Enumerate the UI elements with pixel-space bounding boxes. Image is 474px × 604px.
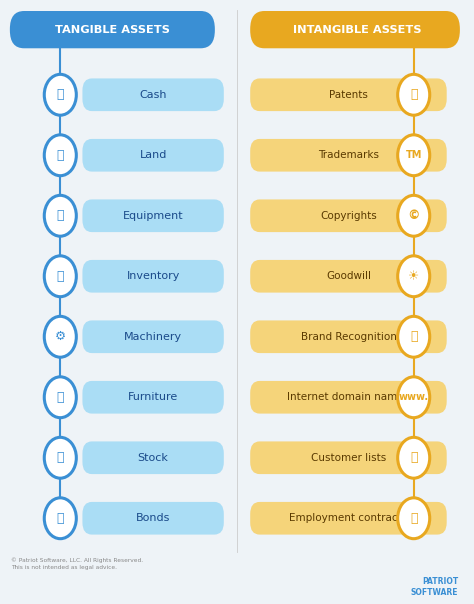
Text: Stock: Stock (137, 453, 169, 463)
Text: Inventory: Inventory (127, 271, 180, 281)
Text: www.: www. (399, 392, 429, 402)
Circle shape (44, 377, 76, 418)
FancyBboxPatch shape (250, 442, 447, 474)
Circle shape (398, 256, 430, 297)
Text: 🏅: 🏅 (410, 88, 418, 101)
Text: Cash: Cash (139, 90, 167, 100)
FancyBboxPatch shape (82, 139, 224, 172)
Circle shape (44, 498, 76, 539)
FancyBboxPatch shape (250, 139, 447, 172)
Text: Bonds: Bonds (136, 513, 170, 523)
Circle shape (398, 437, 430, 478)
Circle shape (44, 135, 76, 176)
Text: ⚙: ⚙ (55, 330, 66, 343)
FancyBboxPatch shape (250, 11, 460, 48)
Text: TM: TM (406, 150, 422, 160)
Text: ©: © (408, 209, 420, 222)
Text: Equipment: Equipment (123, 211, 183, 221)
Circle shape (398, 74, 430, 115)
Text: INTANGIBLE ASSETS: INTANGIBLE ASSETS (293, 25, 421, 34)
Text: 🛒: 🛒 (56, 451, 64, 464)
FancyBboxPatch shape (250, 260, 447, 292)
Circle shape (398, 135, 430, 176)
Text: 🏆: 🏆 (410, 330, 418, 343)
Text: Machinery: Machinery (124, 332, 182, 342)
Text: Brand Recognition: Brand Recognition (301, 332, 396, 342)
Text: 🖨: 🖨 (56, 209, 64, 222)
Circle shape (398, 195, 430, 236)
Text: 📋: 📋 (410, 451, 418, 464)
Circle shape (44, 74, 76, 115)
Text: Land: Land (139, 150, 167, 160)
Text: 📦: 📦 (56, 270, 64, 283)
Circle shape (44, 195, 76, 236)
FancyBboxPatch shape (250, 199, 447, 232)
Text: © Patriot Software, LLC. All Rights Reserved.
This is not intended as legal advi: © Patriot Software, LLC. All Rights Rese… (11, 557, 143, 570)
FancyBboxPatch shape (250, 381, 447, 414)
Text: 🌿: 🌿 (56, 149, 64, 162)
FancyBboxPatch shape (250, 79, 447, 111)
Text: Goodwill: Goodwill (326, 271, 371, 281)
Text: Trademarks: Trademarks (318, 150, 379, 160)
FancyBboxPatch shape (82, 321, 224, 353)
Circle shape (44, 256, 76, 297)
FancyBboxPatch shape (82, 381, 224, 414)
FancyBboxPatch shape (82, 260, 224, 292)
Circle shape (44, 316, 76, 357)
FancyBboxPatch shape (250, 502, 447, 535)
FancyBboxPatch shape (82, 442, 224, 474)
Text: Customer lists: Customer lists (311, 453, 386, 463)
Text: Copyrights: Copyrights (320, 211, 377, 221)
Text: Internet domain names: Internet domain names (287, 392, 410, 402)
Circle shape (44, 437, 76, 478)
Circle shape (398, 377, 430, 418)
FancyBboxPatch shape (10, 11, 215, 48)
Text: 💵: 💵 (56, 88, 64, 101)
Text: TANGIBLE ASSETS: TANGIBLE ASSETS (55, 25, 170, 34)
FancyBboxPatch shape (82, 79, 224, 111)
Circle shape (398, 316, 430, 357)
Text: 🤝: 🤝 (410, 512, 418, 525)
Text: 💸: 💸 (56, 512, 64, 525)
Text: Employment contracts: Employment contracts (289, 513, 408, 523)
FancyBboxPatch shape (82, 199, 224, 232)
Text: Furniture: Furniture (128, 392, 178, 402)
Text: ☀: ☀ (408, 270, 419, 283)
FancyBboxPatch shape (82, 502, 224, 535)
Circle shape (398, 498, 430, 539)
FancyBboxPatch shape (250, 321, 447, 353)
Text: Patents: Patents (329, 90, 368, 100)
Text: PATRIOT
SOFTWARE: PATRIOT SOFTWARE (411, 577, 458, 597)
Text: 💺: 💺 (56, 391, 64, 403)
